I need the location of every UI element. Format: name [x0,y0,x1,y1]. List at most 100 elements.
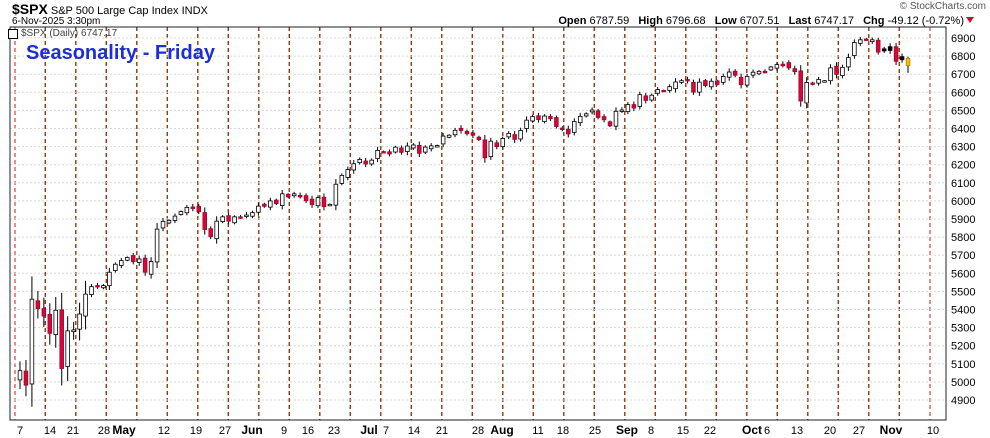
candle-down [554,117,559,127]
copyright-label: © StockCharts.com [899,1,986,12]
x-tick-label: 28 [472,425,484,437]
candle-up [637,94,643,107]
candle-up [119,260,124,266]
candle-down [738,76,744,86]
horizontal-gridlines [10,37,946,401]
candle-up [178,211,184,215]
candle-up [774,64,780,69]
plot-frame [9,26,947,421]
datetime-label: 6-Nov-2025 3:30pm [12,16,101,27]
candle-down [399,147,404,153]
candle-up [214,220,219,240]
candle-up [291,193,297,197]
candle-up [250,212,255,217]
candle-up [709,80,714,88]
candle-down [285,193,291,198]
candle-down [482,139,488,159]
candle-up [327,203,333,207]
candle-up [840,66,845,76]
y-tick-label: 5100 [951,359,975,371]
x-tick-label: 9 [281,425,287,437]
candle-down [566,128,571,135]
candle-up [440,135,446,145]
candle-up [65,330,70,367]
seasonality-lines [14,27,931,420]
candle-up [107,271,112,287]
candle-up [583,113,589,117]
chg-label: Chg [863,15,885,27]
candle-up [649,94,654,101]
candle-up [500,138,505,148]
last-label: Last [788,15,812,27]
candle-down [59,309,64,369]
candle-up [619,109,625,112]
y-tick-label: 5800 [951,232,975,244]
candle-up [744,75,750,86]
candle-down [23,370,29,386]
candle-up [423,146,428,153]
candle-up [184,207,190,214]
candle-up [268,200,273,208]
candle-up [244,214,249,217]
candle-up [589,109,595,113]
y-tick-label: 6500 [951,105,975,117]
candle-down [548,116,553,120]
candle-down [732,70,738,76]
candle-down [208,228,213,238]
candle-up [750,71,756,76]
candle-up [101,285,106,289]
candle-down [685,79,690,82]
candle-down [834,65,839,75]
x-tick-label: 27 [219,425,231,437]
candle-down [387,151,392,155]
x-tick-label: 22 [704,425,716,437]
y-tick-label: 6000 [951,196,975,208]
y-tick-label: 5400 [951,305,975,317]
y-tick-label: 6700 [951,69,975,81]
x-tick-label: 8 [648,425,654,437]
candle-up [256,205,261,213]
candle-up [625,104,631,113]
candle-down [130,255,136,263]
candlesticks [17,37,911,407]
chart-annotation: Seasonality - Friday [26,42,215,64]
candle-down [190,206,196,209]
candle-down [703,80,708,87]
low-value: 6707.51 [739,15,780,27]
candle-up [726,71,732,78]
candle-up [315,197,321,207]
chg-value: -49.12 (-0.72%) [887,15,964,27]
x-tick-label: Jun [241,423,262,437]
candle-up [721,75,726,83]
candle-up [339,174,345,184]
y-tick-label: 6800 [951,51,975,63]
chart-legend: $SPX (Daily) 6747.17 [8,28,117,39]
candle-up [434,145,440,148]
candle-down [661,89,666,93]
candle-down [691,81,696,93]
candle-down [607,121,613,127]
x-tick-label: 7 [17,425,23,437]
x-tick-label: 10 [927,425,939,437]
candle-up [446,134,452,138]
candle-down [595,110,601,118]
y-tick-label: 6100 [951,178,975,190]
high-value: 6796.68 [665,15,706,27]
y-axis-labels: 4900 5000 5100 5200 5300 5400 5500 5600 5700 5800… [951,33,975,407]
y-tick-label: 6400 [951,124,975,136]
candle-up [393,146,398,153]
candle-down [363,160,368,165]
open-value: 6787.59 [589,15,630,27]
candle-down [297,195,303,198]
candle-up [869,39,875,43]
candle-down [798,70,803,102]
candle-up [655,89,660,94]
candle-up [71,329,76,333]
candle-down [786,62,792,69]
x-tick-label: 12 [158,425,170,437]
candle-down [464,130,470,135]
candle-down [780,63,786,67]
candle-down [321,196,327,208]
x-tick-label: 21 [436,425,448,437]
candle-up [852,42,857,56]
